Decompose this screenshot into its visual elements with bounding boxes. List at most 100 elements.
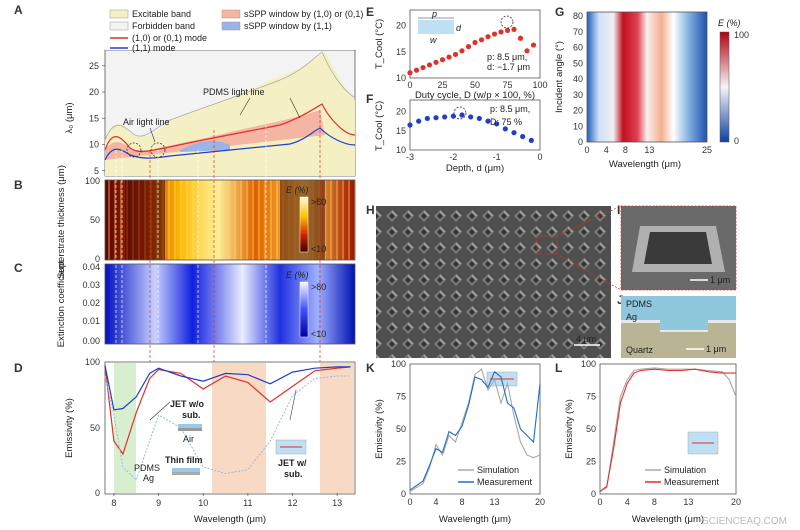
panel-l-series-measurement [599, 368, 736, 492]
panel-k-ytick-label: 25 [396, 457, 406, 467]
panel-e-point [407, 70, 413, 76]
pdms-light-arrow [239, 97, 251, 116]
panel-d-ylabel: Emissivity (%) [64, 398, 75, 458]
panel-g-ytick-label: 60 [573, 43, 583, 53]
panel-e-point [426, 62, 433, 68]
panel-b-ytick-100: 100 [85, 176, 100, 186]
panel-l-legend-meas: Measurement [664, 477, 720, 487]
panel-g-cb-0: 0 [734, 136, 739, 146]
sspp-window-11-area [180, 140, 230, 152]
panel-g-ytick-label: 80 [573, 11, 583, 21]
panel-e-ytick-label: 20 [396, 21, 406, 31]
panel-j-ag-left [621, 320, 660, 323]
panel-e-point [517, 35, 524, 41]
panel-f-note1: p: 8.5 μm, [490, 104, 530, 114]
panel-f-frame [409, 99, 541, 151]
panel-g-heatmap [586, 11, 708, 143]
panel-d-series-2 [104, 365, 351, 411]
panel-k-xtick-label: 4 [433, 497, 438, 507]
panel-f-xtick-label: -2 [449, 152, 457, 162]
panel-f-point [450, 113, 456, 119]
panel-j-pdms: PDMS [626, 299, 652, 309]
panel-f-point [459, 112, 465, 118]
panel-d-orange-band-1 [212, 363, 266, 493]
sspp-window-10-area [105, 110, 325, 160]
panel-f-point [407, 122, 413, 128]
panel-g-cb-100: 100 [734, 30, 749, 40]
legend-text-excitable: Excitable band [132, 9, 191, 19]
panel-k-xtick-label: 0 [407, 497, 412, 507]
panel-k: Simulation Measurement 0 4 8 13 20 0 25 50 75 100… [374, 359, 545, 525]
jet-wo-arrow [149, 401, 171, 421]
panel-e-xtick-label: 100 [532, 80, 547, 90]
air-light-arrow [149, 127, 156, 143]
panel-d-ag: Ag [143, 473, 154, 483]
panel-d-ytick-100: 100 [85, 357, 100, 367]
panel-e-point [478, 37, 485, 43]
panel-k-ytick-label: 75 [396, 392, 406, 402]
panel-f-point [476, 115, 482, 122]
panel-c-ytick-003: 0.03 [82, 280, 100, 290]
panel-i-scale-text: 1 μm [710, 275, 730, 285]
panel-f-note2: D: 75 % [490, 117, 522, 127]
panel-b-colorbar [299, 196, 309, 253]
panel-l-xtick-label: 13 [683, 497, 693, 507]
panel-k-xtick-label: 13 [489, 497, 499, 507]
panel-i: 1 μm [620, 205, 737, 291]
panel-k-ytick-label: 50 [396, 424, 406, 434]
panel-a-ytick-label: 25 [89, 61, 99, 71]
pdms-light-arrow-2 [289, 97, 301, 119]
panel-a-circle-1 [126, 142, 142, 158]
panel-j-pdms-fill [660, 320, 708, 330]
jet-w-arrow [289, 389, 297, 421]
panel-l-xtick-label: 20 [731, 497, 741, 507]
panel-k-ylabel: Emissivity (%) [374, 399, 385, 459]
panel-e-ytick-label: 15 [396, 47, 406, 57]
panel-f-point [468, 114, 474, 120]
panel-j-ag-bottom [660, 330, 708, 332]
panel-e-note1: p: 8.5 μm, [487, 52, 527, 62]
panel-h-sem-image [376, 206, 611, 358]
panel-l-ytick-label: 50 [586, 424, 596, 434]
jet-wo-icon-bottom [178, 428, 202, 431]
panel-e-note2: d: −1.7 μm [487, 62, 530, 72]
panel-d-pdms: PDMS [134, 463, 160, 473]
panel-l-ylabel: Emissivity (%) [564, 399, 575, 459]
panel-a-ylabel: λ₀ (μm) [64, 102, 75, 133]
panel-b-cb-low: <10 [311, 244, 326, 254]
panel-e-xtick-label: 50 [470, 80, 480, 90]
panel-e-point [485, 34, 491, 40]
zoom-line-bottom [556, 253, 622, 291]
panel-e-xtick-label: 75 [502, 80, 512, 90]
panel-k-xtick-label: 20 [535, 497, 545, 507]
panel-e-xlabel: Duty cycle, D (w/p × 100, %) [415, 90, 535, 101]
panel-d-xtick-label: 11 [243, 498, 252, 508]
panel-c-cb-label: E (%) [286, 270, 309, 280]
panel-f: p: 8.5 μm, D: 75 % -3 -2 -1 0 10 15 20 T_Cool … [374, 99, 543, 174]
panel-f-xlabel: Depth, d (μm) [446, 163, 504, 174]
panel-k-xtick-label: 8 [459, 497, 464, 507]
pdms-light-line-label: PDMS light line [203, 87, 265, 97]
panel-j-quartz-right [708, 323, 736, 358]
panel-c-ylabel: Extinction coefficient [56, 260, 67, 347]
panel-d-ytick-50: 50 [90, 423, 100, 433]
panel-a-ytick-label: 15 [89, 113, 99, 123]
panel-g-ytick-label: 70 [573, 27, 583, 37]
panel-e-point [498, 29, 504, 35]
panel-e-xtick-label: 25 [437, 80, 447, 90]
panel-h-zoom-box [536, 235, 558, 255]
mode-11-line [104, 127, 356, 161]
panel-e-ytick-label: 10 [396, 73, 406, 83]
panel-e: p d w p: 8.5 μm, d: −1.7 μm 0 25 50 75 100 10… [374, 9, 548, 101]
legend-swatch-excitable [109, 9, 129, 19]
panel-f-xtick-label: -3 [406, 152, 414, 162]
panel-f-ytick-label: 10 [396, 145, 406, 155]
panel-b-frame [104, 179, 356, 261]
panel-d-xtick-label: 9 [156, 498, 161, 508]
panel-l-frame [599, 363, 737, 495]
excitable-band-area [105, 52, 355, 176]
panel-l-ytick-label: 25 [586, 457, 596, 467]
panel-label-i: I [617, 203, 620, 217]
panel-label-b: B [14, 178, 23, 192]
